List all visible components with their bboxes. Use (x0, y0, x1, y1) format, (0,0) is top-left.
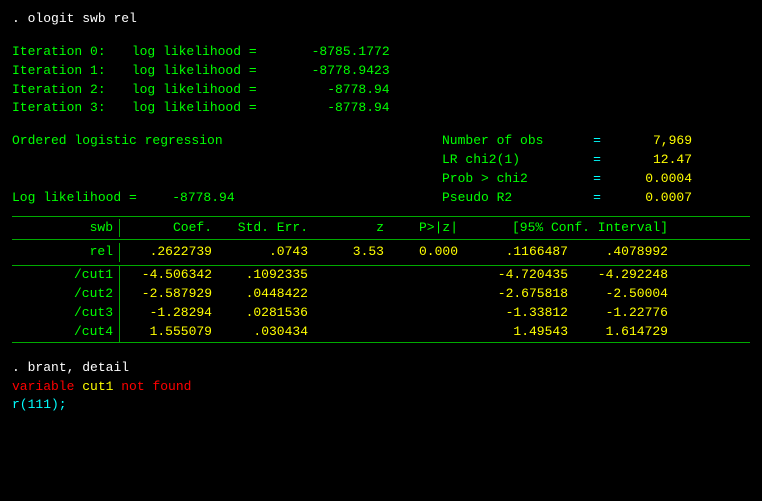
command-line: . brant, detail (12, 359, 750, 378)
row-name: /cut4 (12, 323, 120, 342)
iteration-desc: log likelihood = (132, 81, 292, 100)
stat-val: 0.0004 (612, 170, 692, 189)
iteration-label: Iteration 2: (12, 81, 124, 100)
iteration-label: Iteration 0: (12, 43, 124, 62)
command-line: . ologit swb rel (12, 10, 750, 29)
cell-se: .0281536 (212, 304, 308, 323)
stat-key: Number of obs (442, 132, 582, 151)
error-line: variable cut1 not found (12, 378, 750, 397)
cell-se: .0448422 (212, 285, 308, 304)
row-name: rel (12, 243, 120, 262)
iteration-row: Iteration 3: log likelihood = -8778.94 (12, 99, 750, 118)
results-table: swb Coef. Std. Err. z P>|z| [95% Conf. I… (12, 216, 750, 343)
table-row: /cut1 -4.506342 .1092335 -4.720435 -4.29… (12, 266, 750, 285)
table-header-row: swb Coef. Std. Err. z P>|z| [95% Conf. I… (12, 217, 750, 240)
cell-lo: -1.33812 (458, 304, 568, 323)
col-ci: [95% Conf. Interval] (458, 219, 668, 238)
stat-val: 7,969 (612, 132, 692, 151)
error-post: not found (113, 379, 191, 394)
cell-coef: -4.506342 (120, 266, 212, 285)
row-name: /cut3 (12, 304, 120, 323)
cell-se: .1092335 (212, 266, 308, 285)
cell-lo: .1166487 (458, 243, 568, 262)
col-pz: P>|z| (384, 219, 458, 238)
return-code: r(111); (12, 396, 750, 415)
cell-hi: -1.22776 (568, 304, 668, 323)
iteration-block: Iteration 0: log likelihood = -8785.1772… (12, 43, 750, 118)
stat-val: 12.47 (612, 151, 692, 170)
cell-hi: .4078992 (568, 243, 668, 262)
stat-eq: = (582, 151, 612, 170)
cell-hi: -2.50004 (568, 285, 668, 304)
stat-eq: = (582, 189, 612, 208)
stat-val: 0.0007 (612, 189, 692, 208)
cell-se: .030434 (212, 323, 308, 342)
iteration-label: Iteration 1: (12, 62, 124, 81)
model-summary: Ordered logistic regression Number of ob… (12, 132, 750, 207)
cell-coef: .2622739 (120, 243, 212, 262)
iteration-desc: log likelihood = (132, 99, 292, 118)
prompt-dot: . (12, 11, 20, 26)
iteration-value: -8778.94 (300, 81, 390, 100)
cell-pz: 0.000 (384, 243, 458, 262)
cell-se: .0743 (212, 243, 308, 262)
command-text: ologit swb rel (28, 11, 137, 26)
stat-eq: = (582, 170, 612, 189)
cell-coef: -2.587929 (120, 285, 212, 304)
cell-hi: -4.292248 (568, 266, 668, 285)
error-pre: variable (12, 379, 82, 394)
iteration-desc: log likelihood = (132, 43, 292, 62)
loglik-label: Log likelihood = (12, 190, 137, 205)
iteration-value: -8785.1772 (300, 43, 390, 62)
stat-key: Pseudo R2 (442, 189, 582, 208)
stat-key: Prob > chi2 (442, 170, 582, 189)
iteration-value: -8778.9423 (300, 62, 390, 81)
prompt-dot: . (12, 360, 20, 375)
command-text: brant, detail (28, 360, 129, 375)
stat-key: LR chi2(1) (442, 151, 582, 170)
cell-lo: 1.49543 (458, 323, 568, 342)
cell-hi: 1.614729 (568, 323, 668, 342)
table-row: /cut2 -2.587929 .0448422 -2.675818 -2.50… (12, 285, 750, 304)
row-name: /cut2 (12, 285, 120, 304)
table-row: /cut3 -1.28294 .0281536 -1.33812 -1.2277… (12, 304, 750, 323)
iteration-label: Iteration 3: (12, 99, 124, 118)
loglik-value: -8778.94 (145, 189, 235, 208)
cell-coef: 1.555079 (120, 323, 212, 342)
cell-coef: -1.28294 (120, 304, 212, 323)
model-title: Ordered logistic regression (12, 132, 442, 151)
cell-lo: -4.720435 (458, 266, 568, 285)
iteration-row: Iteration 0: log likelihood = -8785.1772 (12, 43, 750, 62)
col-coef: Coef. (120, 219, 212, 238)
stat-eq: = (582, 132, 612, 151)
iteration-value: -8778.94 (300, 99, 390, 118)
table-row: rel .2622739 .0743 3.53 0.000 .1166487 .… (12, 240, 750, 265)
iteration-row: Iteration 2: log likelihood = -8778.94 (12, 81, 750, 100)
cell-lo: -2.675818 (458, 285, 568, 304)
iteration-desc: log likelihood = (132, 62, 292, 81)
row-name: /cut1 (12, 266, 120, 285)
error-varname: cut1 (82, 379, 113, 394)
depvar-header: swb (12, 219, 120, 238)
table-row: /cut4 1.555079 .030434 1.49543 1.614729 (12, 323, 750, 342)
iteration-row: Iteration 1: log likelihood = -8778.9423 (12, 62, 750, 81)
col-z: z (308, 219, 384, 238)
col-se: Std. Err. (212, 219, 308, 238)
cell-z: 3.53 (308, 243, 384, 262)
footer-block: . brant, detail variable cut1 not found … (12, 359, 750, 416)
